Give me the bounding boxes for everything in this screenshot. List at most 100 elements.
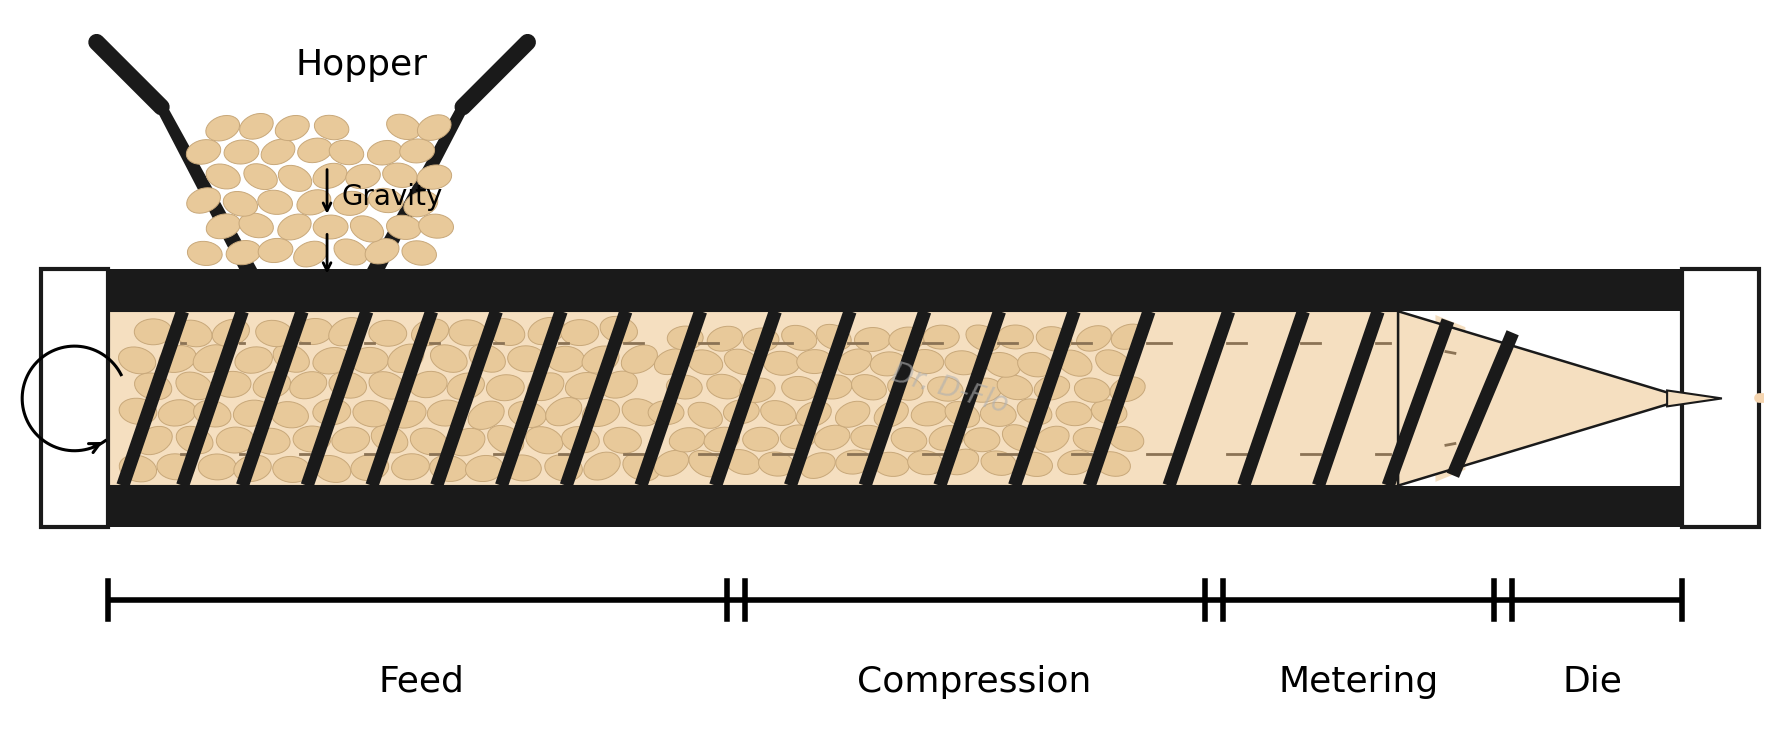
Ellipse shape <box>527 373 564 401</box>
Polygon shape <box>687 311 728 485</box>
Ellipse shape <box>134 319 171 345</box>
Ellipse shape <box>334 239 368 265</box>
Ellipse shape <box>392 454 429 480</box>
Ellipse shape <box>350 348 389 373</box>
Ellipse shape <box>352 454 389 481</box>
Ellipse shape <box>816 375 852 399</box>
Ellipse shape <box>562 426 599 453</box>
Polygon shape <box>108 311 1398 485</box>
Ellipse shape <box>258 238 293 262</box>
Ellipse shape <box>212 319 249 346</box>
Ellipse shape <box>944 449 979 475</box>
Ellipse shape <box>836 450 871 474</box>
Polygon shape <box>419 311 449 485</box>
Ellipse shape <box>560 320 599 345</box>
Polygon shape <box>355 311 385 485</box>
Ellipse shape <box>781 325 816 350</box>
Ellipse shape <box>800 453 836 479</box>
Ellipse shape <box>353 401 391 427</box>
Ellipse shape <box>429 455 468 482</box>
Polygon shape <box>912 311 952 485</box>
Ellipse shape <box>604 427 641 454</box>
Ellipse shape <box>781 425 816 449</box>
Ellipse shape <box>371 426 408 453</box>
Ellipse shape <box>277 214 311 240</box>
Ellipse shape <box>1096 451 1131 476</box>
Ellipse shape <box>387 114 421 140</box>
Ellipse shape <box>742 427 779 451</box>
Ellipse shape <box>689 451 723 477</box>
Ellipse shape <box>781 376 818 401</box>
Ellipse shape <box>417 115 451 141</box>
Polygon shape <box>550 311 578 485</box>
Ellipse shape <box>187 241 223 265</box>
Ellipse shape <box>836 401 869 427</box>
Ellipse shape <box>707 327 742 351</box>
Ellipse shape <box>194 401 231 427</box>
Ellipse shape <box>724 349 760 374</box>
Ellipse shape <box>244 164 277 190</box>
Ellipse shape <box>687 350 723 375</box>
Ellipse shape <box>315 115 348 140</box>
Ellipse shape <box>1111 324 1147 349</box>
Ellipse shape <box>648 401 684 425</box>
Ellipse shape <box>193 345 230 373</box>
Ellipse shape <box>405 191 438 217</box>
Ellipse shape <box>1057 401 1092 426</box>
Ellipse shape <box>253 428 290 454</box>
Polygon shape <box>290 311 320 485</box>
Ellipse shape <box>224 140 258 164</box>
Ellipse shape <box>334 191 368 215</box>
Text: Feed: Feed <box>378 665 465 699</box>
Ellipse shape <box>198 454 237 480</box>
Ellipse shape <box>984 352 1020 377</box>
Ellipse shape <box>387 344 424 373</box>
Ellipse shape <box>527 426 564 454</box>
Ellipse shape <box>118 347 155 373</box>
Ellipse shape <box>118 398 157 424</box>
Ellipse shape <box>1110 376 1145 401</box>
Bar <box>113 311 1687 485</box>
Ellipse shape <box>687 402 723 429</box>
Bar <box>108 269 1687 311</box>
Ellipse shape <box>1108 426 1143 451</box>
Polygon shape <box>613 311 654 485</box>
Bar <box>108 485 1687 528</box>
Polygon shape <box>1398 311 1682 485</box>
Polygon shape <box>168 107 456 269</box>
Ellipse shape <box>583 452 620 480</box>
Ellipse shape <box>815 425 850 450</box>
Ellipse shape <box>399 139 435 163</box>
Ellipse shape <box>601 316 638 343</box>
Ellipse shape <box>447 373 484 400</box>
Polygon shape <box>1292 311 1331 485</box>
Ellipse shape <box>293 426 330 452</box>
Ellipse shape <box>504 455 541 481</box>
Ellipse shape <box>410 428 447 455</box>
Ellipse shape <box>419 214 454 238</box>
Ellipse shape <box>412 319 449 345</box>
Ellipse shape <box>744 328 779 352</box>
Text: Die: Die <box>1562 665 1622 699</box>
Ellipse shape <box>431 345 466 373</box>
Ellipse shape <box>468 344 505 372</box>
Ellipse shape <box>207 214 240 239</box>
Ellipse shape <box>965 428 1000 452</box>
Ellipse shape <box>175 320 212 347</box>
Ellipse shape <box>797 401 830 426</box>
Ellipse shape <box>387 215 421 240</box>
Ellipse shape <box>838 349 871 375</box>
Ellipse shape <box>528 318 565 345</box>
Polygon shape <box>1062 311 1101 485</box>
Ellipse shape <box>1035 327 1073 351</box>
Ellipse shape <box>1035 426 1069 452</box>
Ellipse shape <box>315 455 350 482</box>
Ellipse shape <box>276 116 309 141</box>
Ellipse shape <box>332 427 369 453</box>
Ellipse shape <box>1002 425 1037 451</box>
Ellipse shape <box>295 318 332 345</box>
Ellipse shape <box>136 426 171 454</box>
Ellipse shape <box>1058 350 1092 376</box>
Ellipse shape <box>670 428 705 452</box>
Ellipse shape <box>159 345 196 373</box>
